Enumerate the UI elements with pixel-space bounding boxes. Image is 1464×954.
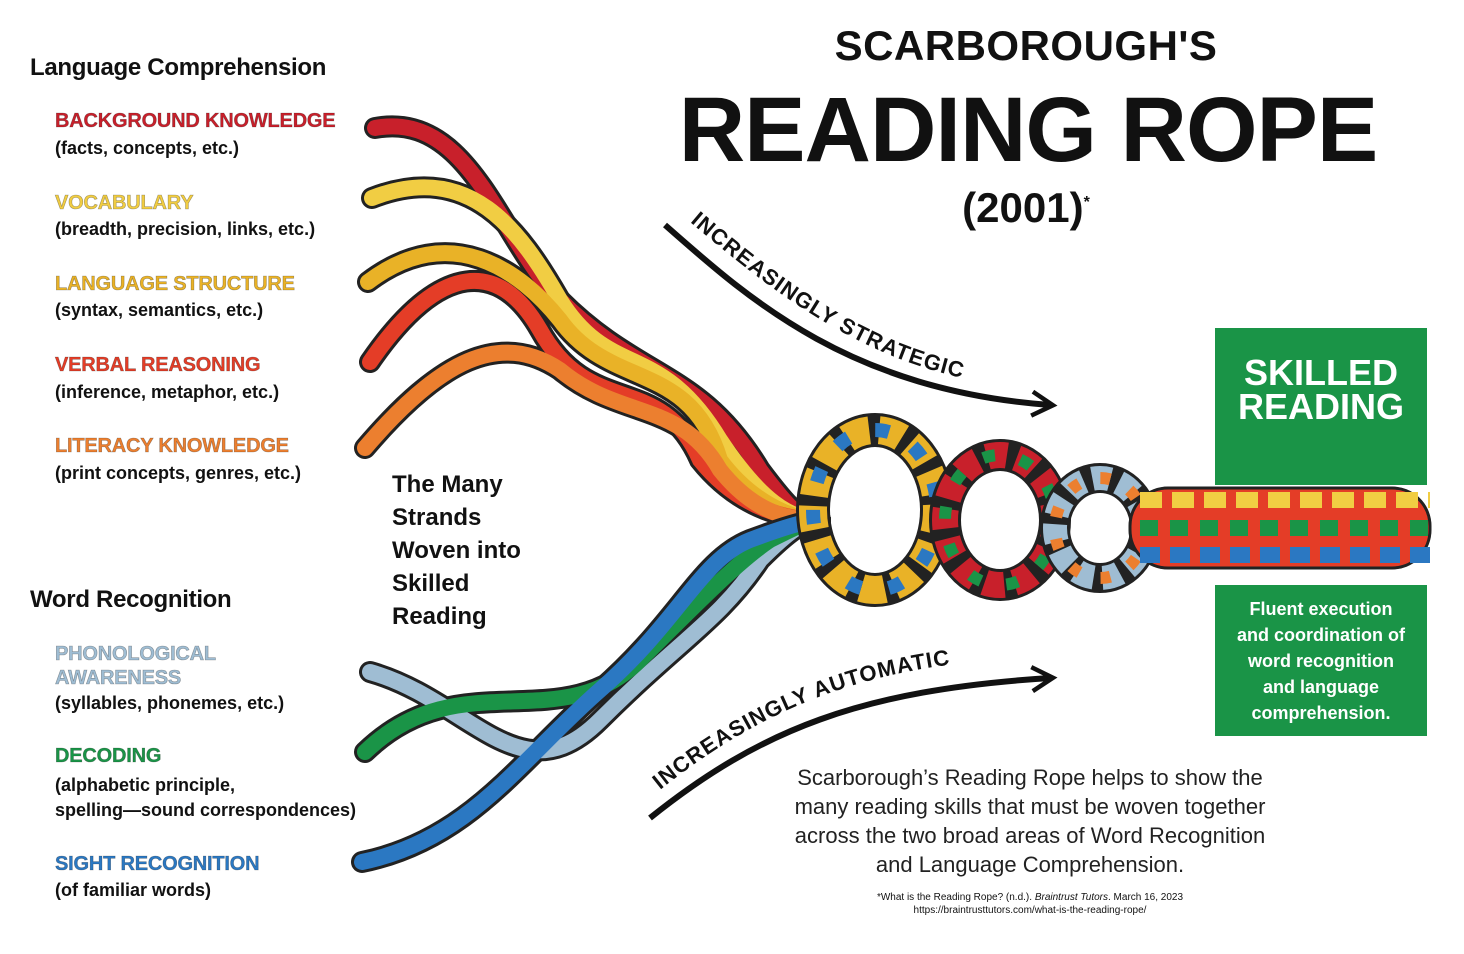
many-line-4: Skilled xyxy=(392,570,470,597)
description-line-2: many reading skills that must be woven t… xyxy=(794,794,1266,819)
language-comprehension-heading: Language Comprehension xyxy=(30,54,327,81)
strategic-label-text: INCREASINGLY STRATEGIC xyxy=(687,207,967,383)
woven-braid xyxy=(796,413,1432,607)
strand-verbal-reasoning-detail: (inference, metaphor, etc.) xyxy=(55,382,280,402)
strand-phonological-awareness-detail: (syllables, phonemes, etc.) xyxy=(55,693,285,713)
strand-decoding-detail-line1: (alphabetic principle, xyxy=(55,775,236,795)
strategic-arrow xyxy=(663,222,1058,418)
many-strands-label: The Many Strands Woven into Skilled Read… xyxy=(392,468,562,633)
strand-language-structure: LANGUAGE STRUCTURE xyxy=(55,273,296,296)
skilled-reading-description: Fluent execution and coordination of wor… xyxy=(1215,596,1427,726)
description-line-3: across the two broad areas of Word Recog… xyxy=(794,823,1266,848)
strand-vocabulary-detail: (breadth, precision, links, etc.) xyxy=(55,219,316,239)
skilled-body-line-4: and language xyxy=(1262,677,1379,697)
citation-source: Braintrust Tutors xyxy=(1034,892,1108,903)
skilled-line-1: SKILLED xyxy=(1243,352,1398,393)
language-strands xyxy=(357,118,828,528)
citation-pre: *What is the Reading Rope? (n.d.). xyxy=(876,892,1035,903)
strand-sight-recognition-detail: (of familiar words) xyxy=(55,880,212,900)
skilled-body-line-3: word recognition xyxy=(1248,651,1394,671)
strand-verbal-reasoning: VERBAL REASONING xyxy=(55,354,261,377)
strand-phonological-awareness: PHONOLOGICAL AWARENESS xyxy=(55,642,217,690)
citation-url: https://braintrusttutors.com/what-is-the… xyxy=(913,905,1147,916)
strand-language-structure-detail: (syntax, semantics, etc.) xyxy=(55,300,264,320)
skilled-body-line-1: Fluent execution xyxy=(1249,599,1393,619)
word-strands xyxy=(354,512,828,870)
citation: *What is the Reading Rope? (n.d.). Brain… xyxy=(820,891,1240,917)
many-line-2: Strands xyxy=(392,504,482,531)
skilled-body-line-5: comprehension. xyxy=(1251,703,1391,723)
skilled-reading-box-top xyxy=(1215,328,1427,485)
many-line-3: Woven into xyxy=(392,537,521,564)
citation-post: . March 16, 2023 xyxy=(1108,892,1184,903)
citation-line-1: *What is the Reading Rope? (n.d.). Brain… xyxy=(820,891,1240,904)
footnote-mark: * xyxy=(1083,194,1090,211)
strand-literacy-knowledge-detail: (print concepts, genres, etc.) xyxy=(55,463,302,483)
skilled-reading-box-bottom xyxy=(1215,585,1427,736)
skilled-body-line-2: and coordination of xyxy=(1237,625,1405,645)
strand-phonological-line2: AWARENESS xyxy=(55,667,182,690)
strand-decoding-detail: (alphabetic principle, spelling—sound co… xyxy=(55,773,356,823)
strand-literacy-knowledge: LITERACY KNOWLEDGE xyxy=(55,435,290,458)
strand-phonological-line1: PHONOLOGICAL xyxy=(55,643,217,666)
strand-rope-sight-recognition xyxy=(354,512,828,870)
strategic-label: INCREASINGLY STRATEGIC xyxy=(687,207,968,383)
rope-description: Scarborough’s Reading Rope helps to show… xyxy=(750,763,1310,879)
strand-rope-literacy-knowledge xyxy=(357,344,828,528)
year-text: (2001) xyxy=(962,184,1084,231)
description-line-1: Scarborough’s Reading Rope helps to show… xyxy=(797,765,1263,790)
skilled-reading-heading: SKILLED READING xyxy=(1215,352,1427,427)
strand-background-knowledge-detail: (facts, concepts, etc.) xyxy=(55,138,240,158)
skilled-line-2: READING xyxy=(1237,386,1404,427)
many-line-5: Reading xyxy=(392,603,487,630)
title-year: (2001)* xyxy=(876,184,1176,232)
strand-decoding: DECODING xyxy=(55,745,162,768)
description-line-4: and Language Comprehension. xyxy=(875,852,1185,877)
title-line-1: SCARBOROUGH'S xyxy=(834,22,1218,69)
title-line-2: READING ROPE xyxy=(678,79,1379,181)
strand-vocabulary: VOCABULARY xyxy=(55,192,194,215)
strand-background-knowledge: BACKGROUND KNOWLEDGE xyxy=(55,110,336,133)
strand-decoding-detail-line2: spelling—sound correspondences) xyxy=(55,800,357,820)
automatic-arrow xyxy=(648,665,1058,821)
word-recognition-heading: Word Recognition xyxy=(30,586,232,613)
strand-sight-recognition: SIGHT RECOGNITION xyxy=(55,853,260,876)
many-line-1: The Many xyxy=(392,471,503,498)
